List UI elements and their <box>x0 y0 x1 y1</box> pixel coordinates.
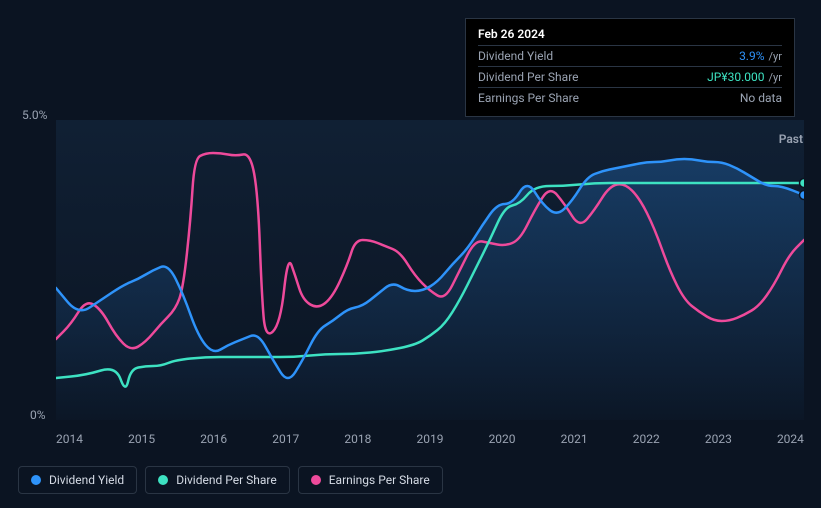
tooltip-row-label: Earnings Per Share <box>478 91 579 105</box>
tooltip-row-label: Dividend Yield <box>478 49 553 63</box>
y-axis-min-label: 0% <box>30 408 46 422</box>
legend-dot-icon <box>311 475 321 485</box>
chart-tooltip: Feb 26 2024Dividend Yield3.9%/yrDividend… <box>465 18 795 117</box>
tooltip-row-suffix: /yr <box>769 71 782 84</box>
x-axis-tick-label: 2015 <box>128 432 155 446</box>
legend-item-label: Dividend Per Share <box>176 473 277 487</box>
tooltip-row-value: No data <box>740 91 782 105</box>
chart-plot-area <box>56 120 804 420</box>
x-axis-tick-label: 2021 <box>561 432 588 446</box>
x-axis-tick-label: 2019 <box>416 432 443 446</box>
x-axis-tick-label: 2016 <box>200 432 227 446</box>
x-axis-tick-label: 2020 <box>489 432 516 446</box>
past-label: Past <box>779 132 803 146</box>
legend-item[interactable]: Dividend Per Share <box>145 466 290 494</box>
tooltip-row: Dividend Per Share JP¥30.000/yr <box>478 66 782 87</box>
x-axis-labels: 2014 2015 2016 2017 2018 2019 2020 2021 2022 2023… <box>56 432 804 446</box>
tooltip-row-suffix: /yr <box>769 50 782 63</box>
legend-dot-icon <box>158 475 168 485</box>
tooltip-row-value: JP¥30.000 <box>707 70 764 84</box>
tooltip-row-value: 3.9% <box>739 49 764 63</box>
end-marker-dividend_yield <box>800 191 805 200</box>
x-axis-tick-label: 2014 <box>56 432 83 446</box>
x-axis-tick-label: 2017 <box>272 432 299 446</box>
tooltip-row: Earnings Per Share No data <box>478 87 782 108</box>
legend-item[interactable]: Dividend Yield <box>18 466 137 494</box>
legend-item-label: Earnings Per Share <box>329 473 430 487</box>
legend-item[interactable]: Earnings Per Share <box>298 466 443 494</box>
end-marker-dividend_per_share <box>800 179 805 188</box>
x-axis-tick-label: 2024 <box>777 432 804 446</box>
tooltip-row-label: Dividend Per Share <box>478 70 579 84</box>
legend-dot-icon <box>31 475 41 485</box>
x-axis-tick-label: 2018 <box>344 432 371 446</box>
x-axis-tick-label: 2023 <box>705 432 732 446</box>
x-axis-tick-label: 2022 <box>633 432 660 446</box>
tooltip-date: Feb 26 2024 <box>478 27 782 41</box>
tooltip-row: Dividend Yield 3.9% /yr <box>478 45 782 66</box>
y-axis-max-label: 5.0% <box>22 108 47 122</box>
legend: Dividend Yield Dividend Per Share Earnings… <box>18 466 443 494</box>
chart-svg <box>56 120 804 420</box>
legend-item-label: Dividend Yield <box>49 473 124 487</box>
